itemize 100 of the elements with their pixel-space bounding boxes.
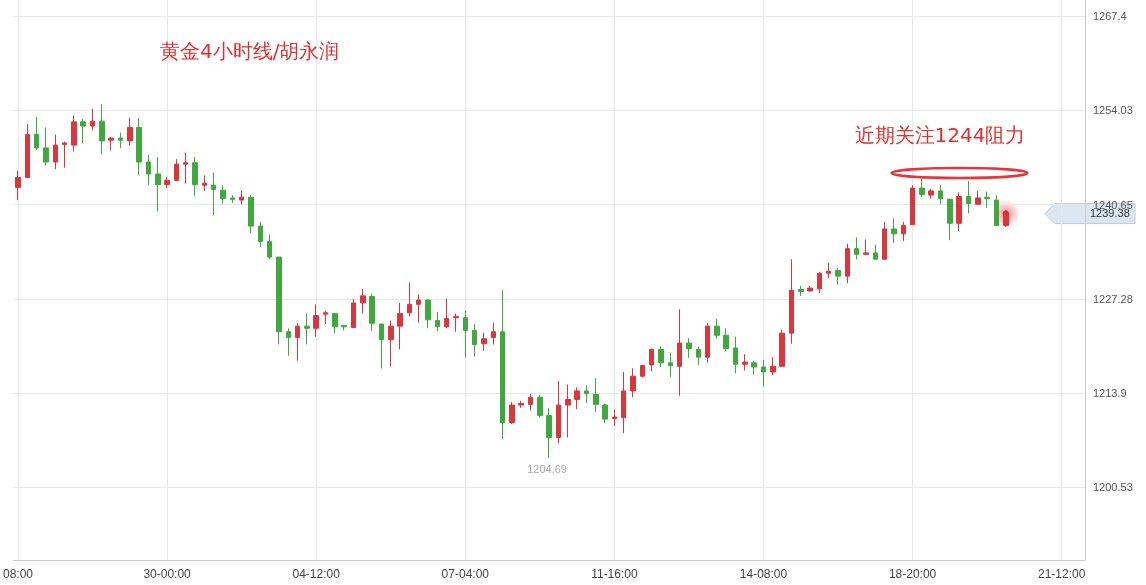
x-tick-label: 18-20:00 [888, 567, 937, 581]
x-tick-label: 08:00 [2, 567, 34, 581]
candlestick [388, 320, 394, 367]
candlestick [938, 184, 943, 205]
candlestick [723, 327, 729, 352]
candlestick [155, 156, 161, 212]
candlestick [593, 377, 599, 413]
candlestick [416, 293, 421, 324]
candlestick [518, 400, 524, 409]
candlestick [453, 312, 459, 333]
candlestick [481, 331, 487, 352]
candlestick [630, 367, 636, 398]
candlestick [882, 221, 887, 260]
candlestick [248, 194, 254, 234]
candlestick [211, 172, 216, 216]
x-tick-label: 11-16:00 [591, 567, 638, 581]
candlestick [733, 336, 738, 374]
candlestick [397, 302, 403, 350]
candlestick [509, 401, 515, 425]
candlestick [444, 298, 449, 329]
candlestick [202, 174, 207, 192]
candlestick [789, 258, 794, 345]
candlestick [975, 190, 981, 205]
candlestick [770, 356, 776, 376]
candlestick [360, 288, 366, 314]
candlestick [714, 318, 720, 340]
candlestick [379, 323, 384, 369]
candlestick [463, 310, 468, 359]
candlestick [984, 191, 990, 209]
candlestick [910, 184, 915, 226]
candlestick [425, 298, 431, 329]
x-tick-label: 30-00:00 [143, 567, 192, 581]
candlestick [658, 346, 664, 368]
candlestick [537, 394, 543, 419]
y-tick-label: 1254.03 [1093, 104, 1133, 117]
candlestick [668, 352, 673, 378]
candlestick [696, 346, 701, 366]
annotation: 1204.69 [527, 463, 567, 476]
candlestick [677, 308, 682, 397]
candlestick [928, 188, 934, 200]
candlestick [621, 371, 626, 434]
candlestick [258, 221, 263, 248]
candlestick [472, 323, 477, 357]
candlestick [369, 293, 375, 332]
text: 黄金4小时线/胡永润 [160, 39, 340, 63]
candlestick [276, 256, 282, 345]
candlestick [341, 324, 347, 331]
candlestick [901, 221, 906, 242]
x-tick-label: 14-08:00 [739, 567, 788, 581]
candlestick [286, 327, 291, 357]
candlestick [556, 380, 561, 444]
x-tick-label: 07-04:00 [441, 567, 490, 581]
candlestick [136, 117, 142, 176]
y-tick-label: 1267.4 [1093, 10, 1127, 23]
candlestick [574, 386, 580, 410]
candlestick [323, 310, 328, 325]
candlestick [686, 337, 692, 359]
candlestick [491, 322, 496, 345]
candlestick [835, 267, 841, 286]
candlestick [267, 234, 272, 260]
candlestick [649, 348, 654, 372]
candlestick [500, 289, 505, 440]
candlestick [435, 311, 440, 332]
y-tick-label: 1227.28 [1093, 292, 1133, 305]
candlestick [798, 285, 804, 297]
x-tick-label: 04-12:00 [292, 567, 341, 581]
candlestick [779, 329, 785, 367]
candlestick [854, 236, 859, 260]
candlestick [919, 178, 925, 198]
candlestick [407, 281, 412, 317]
candlestick [62, 141, 67, 169]
candlestick [304, 312, 310, 345]
candlestick [174, 158, 179, 182]
candlestick [239, 189, 244, 205]
candlestick [546, 407, 552, 459]
candlestick [90, 107, 95, 131]
candlestick [313, 303, 319, 338]
candlestick [192, 156, 198, 197]
candlestick [742, 353, 748, 372]
candlestick [640, 364, 645, 379]
candlestick [99, 103, 105, 155]
candlestick [565, 384, 571, 438]
candlestick [230, 194, 235, 204]
y-tick-label: 1213.9 [1093, 387, 1127, 400]
candlestick [751, 360, 757, 376]
candlestick [584, 384, 589, 404]
candlestick [332, 312, 338, 334]
candlestick [25, 123, 30, 179]
candlestick [53, 134, 58, 170]
candlestick [705, 322, 710, 364]
candlestick [183, 152, 188, 184]
candlestick [43, 127, 49, 167]
candlestick [164, 176, 170, 189]
candlestick [863, 239, 869, 256]
annotation: 近期关注1244阻力 [854, 122, 1026, 147]
candlestick [528, 393, 533, 412]
candlestick [602, 403, 608, 424]
candlestick [807, 285, 813, 293]
candlestick [146, 154, 151, 186]
candlestick [118, 131, 123, 149]
